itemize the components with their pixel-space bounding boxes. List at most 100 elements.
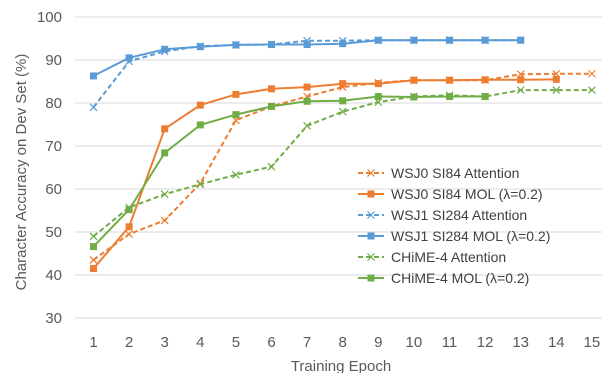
data-point — [446, 76, 453, 84]
data-point — [410, 93, 418, 101]
data-point — [196, 101, 204, 109]
data-point — [125, 223, 133, 231]
y-tick-label: 100 — [37, 9, 62, 26]
x-axis-title: Training Epoch — [291, 358, 391, 373]
y-tick-label: 40 — [45, 267, 62, 284]
x-tick-label: 9 — [374, 334, 382, 351]
data-point — [89, 103, 98, 112]
data-point — [196, 180, 205, 189]
data-point — [374, 36, 382, 44]
legend-item: WSJ0 SI84 Attention — [358, 165, 519, 181]
legend-marker — [367, 232, 375, 240]
data-point — [481, 36, 489, 44]
x-tick-label: 4 — [196, 334, 204, 351]
y-tick-label: 60 — [45, 181, 62, 198]
series-line — [92, 89, 592, 238]
data-point — [552, 86, 561, 95]
data-point — [481, 93, 489, 101]
legend-label: WSJ1 SI284 Attention — [391, 207, 527, 223]
y-tick-label: 70 — [45, 138, 62, 155]
legend-label: CHiME-4 Attention — [391, 249, 506, 265]
data-point — [160, 190, 169, 199]
data-point — [231, 170, 240, 179]
data-point — [232, 90, 240, 98]
x-tick-labels: 1 2 3 4 5 6 7 8 9 10 11 12 13 14 15 — [89, 334, 600, 351]
y-tick-label: 50 — [45, 224, 62, 241]
x-tick-label: 1 — [89, 334, 97, 351]
y-axis-title: Character Accuracy on Dev Set (%) — [13, 54, 30, 291]
legend-label: WSJ1 SI284 MOL (λ=0.2) — [391, 228, 550, 244]
data-point — [410, 36, 418, 44]
data-point — [339, 97, 347, 105]
legend-marker — [367, 190, 375, 198]
y-tick-label: 30 — [45, 310, 62, 327]
data-point — [587, 86, 596, 95]
x-tick-label: 10 — [406, 334, 423, 351]
legend-marker — [367, 274, 375, 282]
legend-item: WSJ0 SI84 MOL (λ=0.2) — [358, 186, 543, 202]
x-tick-label: 13 — [512, 334, 529, 351]
data-point — [374, 93, 382, 101]
x-tick-label: 14 — [548, 334, 565, 351]
series-line — [92, 78, 557, 270]
series-3 — [90, 36, 525, 80]
data-point — [125, 54, 133, 62]
x-tick-label: 12 — [477, 334, 494, 351]
data-point — [268, 41, 275, 49]
data-point — [125, 230, 134, 239]
series-line — [92, 72, 592, 261]
legend: WSJ0 SI84 Attention WSJ0 SI84 MOL (λ=0.2)… — [358, 165, 550, 286]
data-point — [89, 232, 98, 241]
data-point — [90, 265, 97, 273]
legend-label: WSJ0 SI84 Attention — [391, 165, 519, 181]
data-point — [374, 80, 382, 88]
y-tick-label: 80 — [45, 95, 62, 112]
data-point — [446, 36, 453, 44]
x-tick-label: 7 — [303, 334, 311, 351]
data-point — [268, 85, 275, 93]
y-tick-labels: 30 40 50 60 70 80 90 100 — [37, 9, 62, 327]
data-point — [232, 111, 240, 119]
data-point — [196, 121, 204, 129]
x-tick-label: 2 — [125, 334, 133, 351]
data-point — [161, 45, 169, 53]
data-point — [303, 41, 311, 49]
data-point — [90, 243, 97, 251]
data-point — [161, 125, 169, 133]
data-point — [517, 76, 525, 84]
legend-label: CHiME-4 MOL (λ=0.2) — [391, 270, 529, 286]
legend-marker — [367, 169, 375, 177]
series-1 — [90, 75, 560, 273]
data-point — [339, 80, 347, 88]
data-point — [339, 40, 347, 48]
legend-item: WSJ1 SI284 Attention — [358, 207, 527, 223]
x-tick-label: 6 — [267, 334, 275, 351]
data-point — [89, 256, 98, 264]
data-point — [125, 206, 133, 214]
legend-item: WSJ1 SI284 MOL (λ=0.2) — [358, 228, 550, 244]
series-line — [92, 95, 486, 248]
x-tick-label: 8 — [339, 334, 347, 351]
data-point — [587, 69, 596, 78]
data-point — [232, 41, 240, 49]
data-point — [90, 72, 97, 80]
data-point — [516, 86, 525, 95]
data-point — [303, 121, 312, 130]
data-point — [160, 216, 169, 225]
x-tick-label: 3 — [161, 334, 169, 351]
data-point — [267, 162, 276, 171]
legend-item: CHiME-4 Attention — [358, 249, 506, 265]
series-layer — [89, 36, 596, 273]
data-point — [196, 43, 204, 51]
x-tick-label: 15 — [584, 334, 601, 351]
data-point — [446, 93, 453, 101]
legend-label: WSJ0 SI84 MOL (λ=0.2) — [391, 186, 543, 202]
legend-marker — [367, 211, 375, 219]
data-point — [268, 102, 275, 110]
data-point — [517, 36, 525, 44]
data-point — [338, 107, 347, 116]
data-point — [410, 76, 418, 84]
data-point — [481, 76, 489, 84]
x-tick-label: 5 — [232, 334, 240, 351]
